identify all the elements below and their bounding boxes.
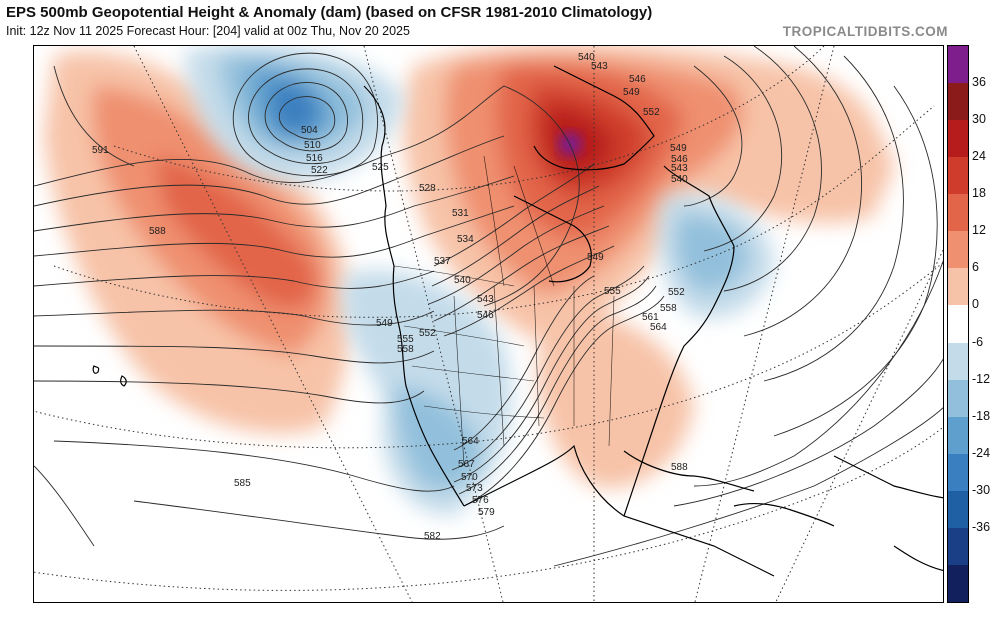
brand-watermark: TROPICALTIDBITS.COM: [782, 24, 948, 39]
contour-label: 558: [397, 344, 414, 355]
contour-label: 555: [397, 334, 414, 345]
anomaly-colorbar: [947, 45, 969, 603]
colorbar-tick-label: 18: [972, 186, 986, 201]
map-subtitle: Init: 12z Nov 11 2025 Forecast Hour: [20…: [6, 24, 410, 38]
colorbar-segment: [948, 268, 968, 306]
map-title: EPS 500mb Geopotential Height & Anomaly …: [6, 4, 653, 21]
contour-label: 564: [650, 322, 667, 333]
contour-label: 510: [304, 140, 321, 151]
contour-label: 540: [671, 174, 688, 185]
contour-label: 549: [670, 143, 687, 154]
contour-label: 528: [419, 183, 436, 194]
colorbar-segment: [948, 120, 968, 158]
colorbar-segment: [948, 342, 968, 381]
colorbar-tick-label: 24: [972, 149, 986, 164]
colorbar-tick-label: -36: [972, 519, 991, 534]
contour-label: 546: [477, 310, 494, 321]
contour-label: 543: [591, 61, 608, 72]
colorbar-tick-label: 6: [972, 260, 979, 275]
colorbar-tick-label: 12: [972, 223, 986, 238]
political-borders: [393, 155, 615, 467]
contour-label: 558: [660, 303, 677, 314]
colorbar-tick-label: 30: [972, 112, 986, 127]
contour-label: 579: [478, 507, 495, 518]
contour-label: 576: [472, 495, 489, 506]
contour-label: 549: [623, 87, 640, 98]
contour-label: 540: [454, 275, 471, 286]
colorbar-segment: [948, 157, 968, 195]
colorbar-segment: [948, 83, 968, 121]
positive-anomaly-shading: [44, 46, 894, 488]
colorbar-tick-label: -12: [972, 371, 991, 386]
colorbar-tick-label: 0: [972, 297, 979, 312]
contour-label: 573: [466, 483, 483, 494]
colorbar-tick-label: 36: [972, 75, 986, 90]
colorbar-segment: [948, 416, 968, 455]
contour-label: 537: [434, 256, 451, 267]
contour-label: 525: [372, 162, 389, 173]
height-contours: [34, 46, 943, 567]
colorbar-segment: [948, 379, 968, 418]
contour-label: 516: [306, 153, 323, 164]
contour-label: 570: [461, 472, 478, 483]
contour-label: 549: [376, 318, 393, 329]
contour-label: 567: [458, 459, 475, 470]
contour-label: 543: [477, 294, 494, 305]
contour-label: 552: [668, 287, 685, 298]
contour-label: 591: [92, 145, 109, 156]
colorbar-tick-label: -24: [972, 445, 991, 460]
colorbar-segment: [948, 564, 968, 603]
weather-map: 591 588 585 582 579 576 573 570 567 564 564 561 558 5…: [33, 45, 944, 603]
colorbar-segment: [948, 527, 968, 566]
contour-label: 552: [643, 107, 660, 118]
colorbar-tick-label: -6: [972, 334, 984, 349]
map-canvas: 5915885855825795765735705675645645615585…: [34, 46, 943, 602]
contour-label: 540: [578, 52, 595, 63]
contour-label: 546: [671, 154, 688, 165]
colorbar-segment: [948, 194, 968, 232]
negative-anomaly-shading: [184, 46, 774, 516]
colorbar-segment: [948, 305, 968, 344]
contour-label: 564: [462, 436, 479, 447]
contour-label: 588: [671, 462, 688, 473]
contour-label: 561: [642, 312, 659, 323]
contour-label: 534: [457, 234, 474, 245]
colorbar-segment: [948, 453, 968, 492]
contour-label: 585: [234, 478, 251, 489]
colorbar-segment: [948, 231, 968, 269]
colorbar-segment: [948, 490, 968, 529]
colorbar-tick-label: -30: [972, 482, 991, 497]
contour-label: 546: [629, 74, 646, 85]
contour-label: 504: [301, 125, 318, 136]
contour-label: 549: [587, 252, 604, 263]
contour-label: 543: [671, 163, 688, 174]
colorbar-tick-label: -18: [972, 408, 991, 423]
contour-labels: 5915885855825795765735705675645645615585…: [92, 52, 688, 542]
coastlines: [92, 65, 943, 577]
contour-label: 582: [424, 531, 441, 542]
contour-label: 588: [149, 226, 166, 237]
graticule-lines: [34, 46, 943, 602]
contour-label: 552: [419, 328, 436, 339]
colorbar-segment: [948, 46, 968, 84]
contour-label: 522: [311, 165, 328, 176]
contour-label: 555: [604, 286, 621, 297]
contour-label: 531: [452, 208, 469, 219]
